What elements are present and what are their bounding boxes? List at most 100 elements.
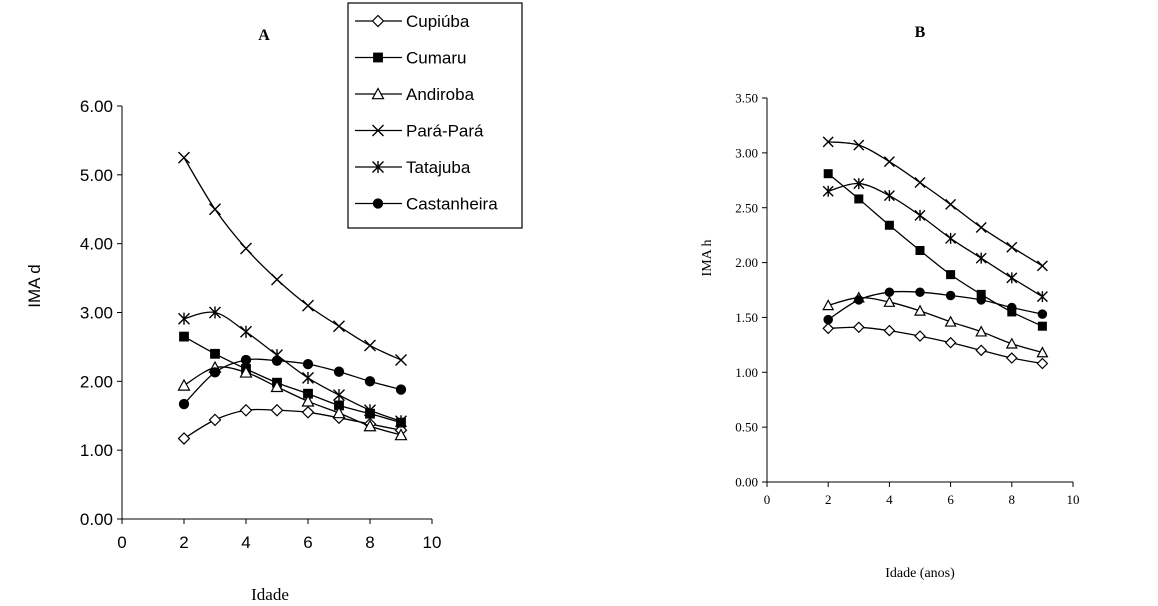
chart-b-data-point bbox=[822, 185, 834, 197]
chart-a-title: A bbox=[258, 27, 270, 44]
chart-a-data-point bbox=[332, 406, 346, 419]
chart-a-data-point bbox=[178, 312, 190, 325]
chart-b-data-point bbox=[1037, 309, 1048, 319]
legend-label: Cumaru bbox=[406, 49, 466, 68]
legend-marker bbox=[371, 14, 385, 28]
chart-b-data-point bbox=[854, 194, 864, 204]
legend-marker bbox=[373, 52, 383, 63]
chart-a-data-point bbox=[394, 428, 408, 441]
chart-a-y-tick-label: 4.00 bbox=[80, 235, 113, 254]
chart-a-data-point bbox=[333, 320, 345, 333]
chart-a-data-point bbox=[333, 366, 345, 377]
chart-b-data-point bbox=[884, 220, 894, 230]
chart-b-data-point bbox=[1037, 321, 1047, 331]
chart-b-data-point bbox=[944, 336, 957, 349]
chart-a-data-point bbox=[177, 378, 191, 391]
chart-b-data-point bbox=[1006, 272, 1018, 284]
chart-b-y-tick-label: 1.00 bbox=[735, 365, 758, 380]
chart-a-series-tatajuba bbox=[178, 306, 407, 428]
chart-a-data-point bbox=[395, 415, 407, 428]
legend-item-castanheira: Castanheira bbox=[355, 195, 498, 214]
chart-a-data-point bbox=[209, 306, 221, 319]
chart-b-data-point bbox=[945, 290, 956, 301]
chart-b-data-point bbox=[852, 321, 865, 334]
chart-b-data-point bbox=[822, 136, 834, 148]
chart-a-x-tick-label: 8 bbox=[365, 533, 374, 552]
legend: Cupiúba Cumaru Andiroba Pará-Pará Tatajuba Ca… bbox=[347, 2, 523, 229]
chart-b-data-point bbox=[1036, 357, 1049, 370]
chart-a-data-point bbox=[208, 413, 222, 427]
legend-marker bbox=[372, 160, 384, 174]
chart-a-data-point bbox=[239, 365, 253, 378]
chart-b-data-point bbox=[853, 178, 865, 190]
chart-a-series-andiroba bbox=[177, 360, 408, 441]
legend-label: Tatajuba bbox=[406, 158, 471, 177]
chart-a-data-point bbox=[177, 432, 191, 445]
chart-a-data-point bbox=[302, 358, 314, 370]
chart-a-data-point bbox=[240, 242, 252, 255]
chart-b-y-axis-label: IMA h bbox=[700, 240, 715, 277]
chart-b-y-tick-label: 3.00 bbox=[735, 145, 758, 160]
legend-label: Cupiúba bbox=[406, 12, 470, 31]
chart-b-data-point bbox=[1005, 352, 1018, 364]
chart-b-data-point bbox=[914, 209, 926, 221]
chart-a-data-point bbox=[301, 394, 315, 407]
chart-b-data-point bbox=[915, 246, 925, 256]
chart-b-data-point bbox=[1036, 291, 1048, 303]
chart-a-y-tick-label: 5.00 bbox=[80, 166, 113, 185]
chart-b-data-point bbox=[975, 252, 987, 264]
chart-b-data-point bbox=[976, 295, 986, 305]
legend-label: Andiroba bbox=[406, 85, 475, 104]
chart-a-data-point bbox=[239, 403, 253, 417]
chart-b-data-point bbox=[975, 325, 988, 337]
chart-a-x-axis-label: Idade bbox=[251, 585, 289, 604]
chart-b-data-point bbox=[822, 322, 835, 335]
chart-a: A IMA d Idade 0.00 1.00 2.00 3.00 4.00 5.00 6.… bbox=[25, 27, 441, 604]
chart-a-data-point bbox=[364, 339, 376, 352]
chart-b-y-tick-label: 3.50 bbox=[735, 91, 758, 106]
chart-a-x-tick-label: 6 bbox=[303, 533, 312, 552]
chart-b-y-tick-label: 0.00 bbox=[735, 475, 758, 490]
chart-b-series-tatajuba bbox=[822, 178, 1048, 303]
chart-b-data-point bbox=[1006, 241, 1018, 253]
chart-b-data-point bbox=[914, 176, 926, 188]
chart-a-series-line bbox=[183, 311, 402, 422]
chart-a-data-point bbox=[270, 380, 284, 393]
chart-b-data-point bbox=[854, 295, 864, 305]
chart-b-x-tick-label: 8 bbox=[1009, 492, 1016, 507]
chart-a-data-point bbox=[178, 151, 190, 164]
chart-a-data-point bbox=[302, 299, 314, 312]
chart-a-data-point bbox=[333, 389, 345, 402]
chart-b-series-castanheira bbox=[823, 287, 1048, 325]
chart-b-data-point bbox=[823, 169, 833, 179]
chart-b-data-point bbox=[975, 221, 987, 233]
chart-a-data-point bbox=[209, 203, 221, 216]
chart-b-data-point bbox=[883, 324, 896, 337]
legend-label: Pará-Pará bbox=[406, 122, 484, 141]
chart-a-data-point bbox=[302, 371, 314, 384]
chart-a-data-point bbox=[363, 419, 377, 432]
chart-b: B IMA h Idade (anos) 0.00 0.50 1.00 1.50 2.0… bbox=[700, 24, 1080, 581]
chart-b-y-tick-label: 0.50 bbox=[735, 420, 758, 435]
chart-a-y-tick-label: 2.00 bbox=[80, 372, 113, 391]
chart-a-series-castanheira bbox=[178, 354, 407, 410]
chart-a-y-tick-label: 3.00 bbox=[80, 303, 113, 322]
chart-b-data-point bbox=[853, 139, 865, 151]
chart-a-x-tick-label: 4 bbox=[241, 533, 250, 552]
chart-a-data-point bbox=[209, 367, 221, 378]
chart-a-data-point bbox=[271, 273, 283, 286]
chart-a-y-tick-label: 6.00 bbox=[80, 97, 113, 116]
chart-b-series-cupiuba bbox=[822, 321, 1049, 370]
chart-b-data-point bbox=[822, 299, 835, 311]
chart-b-data-point bbox=[1005, 337, 1018, 349]
chart-b-data-point bbox=[944, 315, 957, 327]
chart-b-y-tick-label: 2.50 bbox=[735, 200, 758, 215]
legend-item-tatajuba: Tatajuba bbox=[355, 158, 471, 177]
chart-a-series-para-para bbox=[178, 151, 407, 366]
chart-a-data-point bbox=[178, 398, 190, 410]
legend-marker bbox=[372, 198, 384, 209]
chart-b-data-point bbox=[884, 287, 895, 297]
chart-b-x-tick-label: 0 bbox=[764, 492, 771, 507]
chart-a-data-point bbox=[270, 403, 284, 417]
chart-a-data-point bbox=[179, 331, 189, 342]
